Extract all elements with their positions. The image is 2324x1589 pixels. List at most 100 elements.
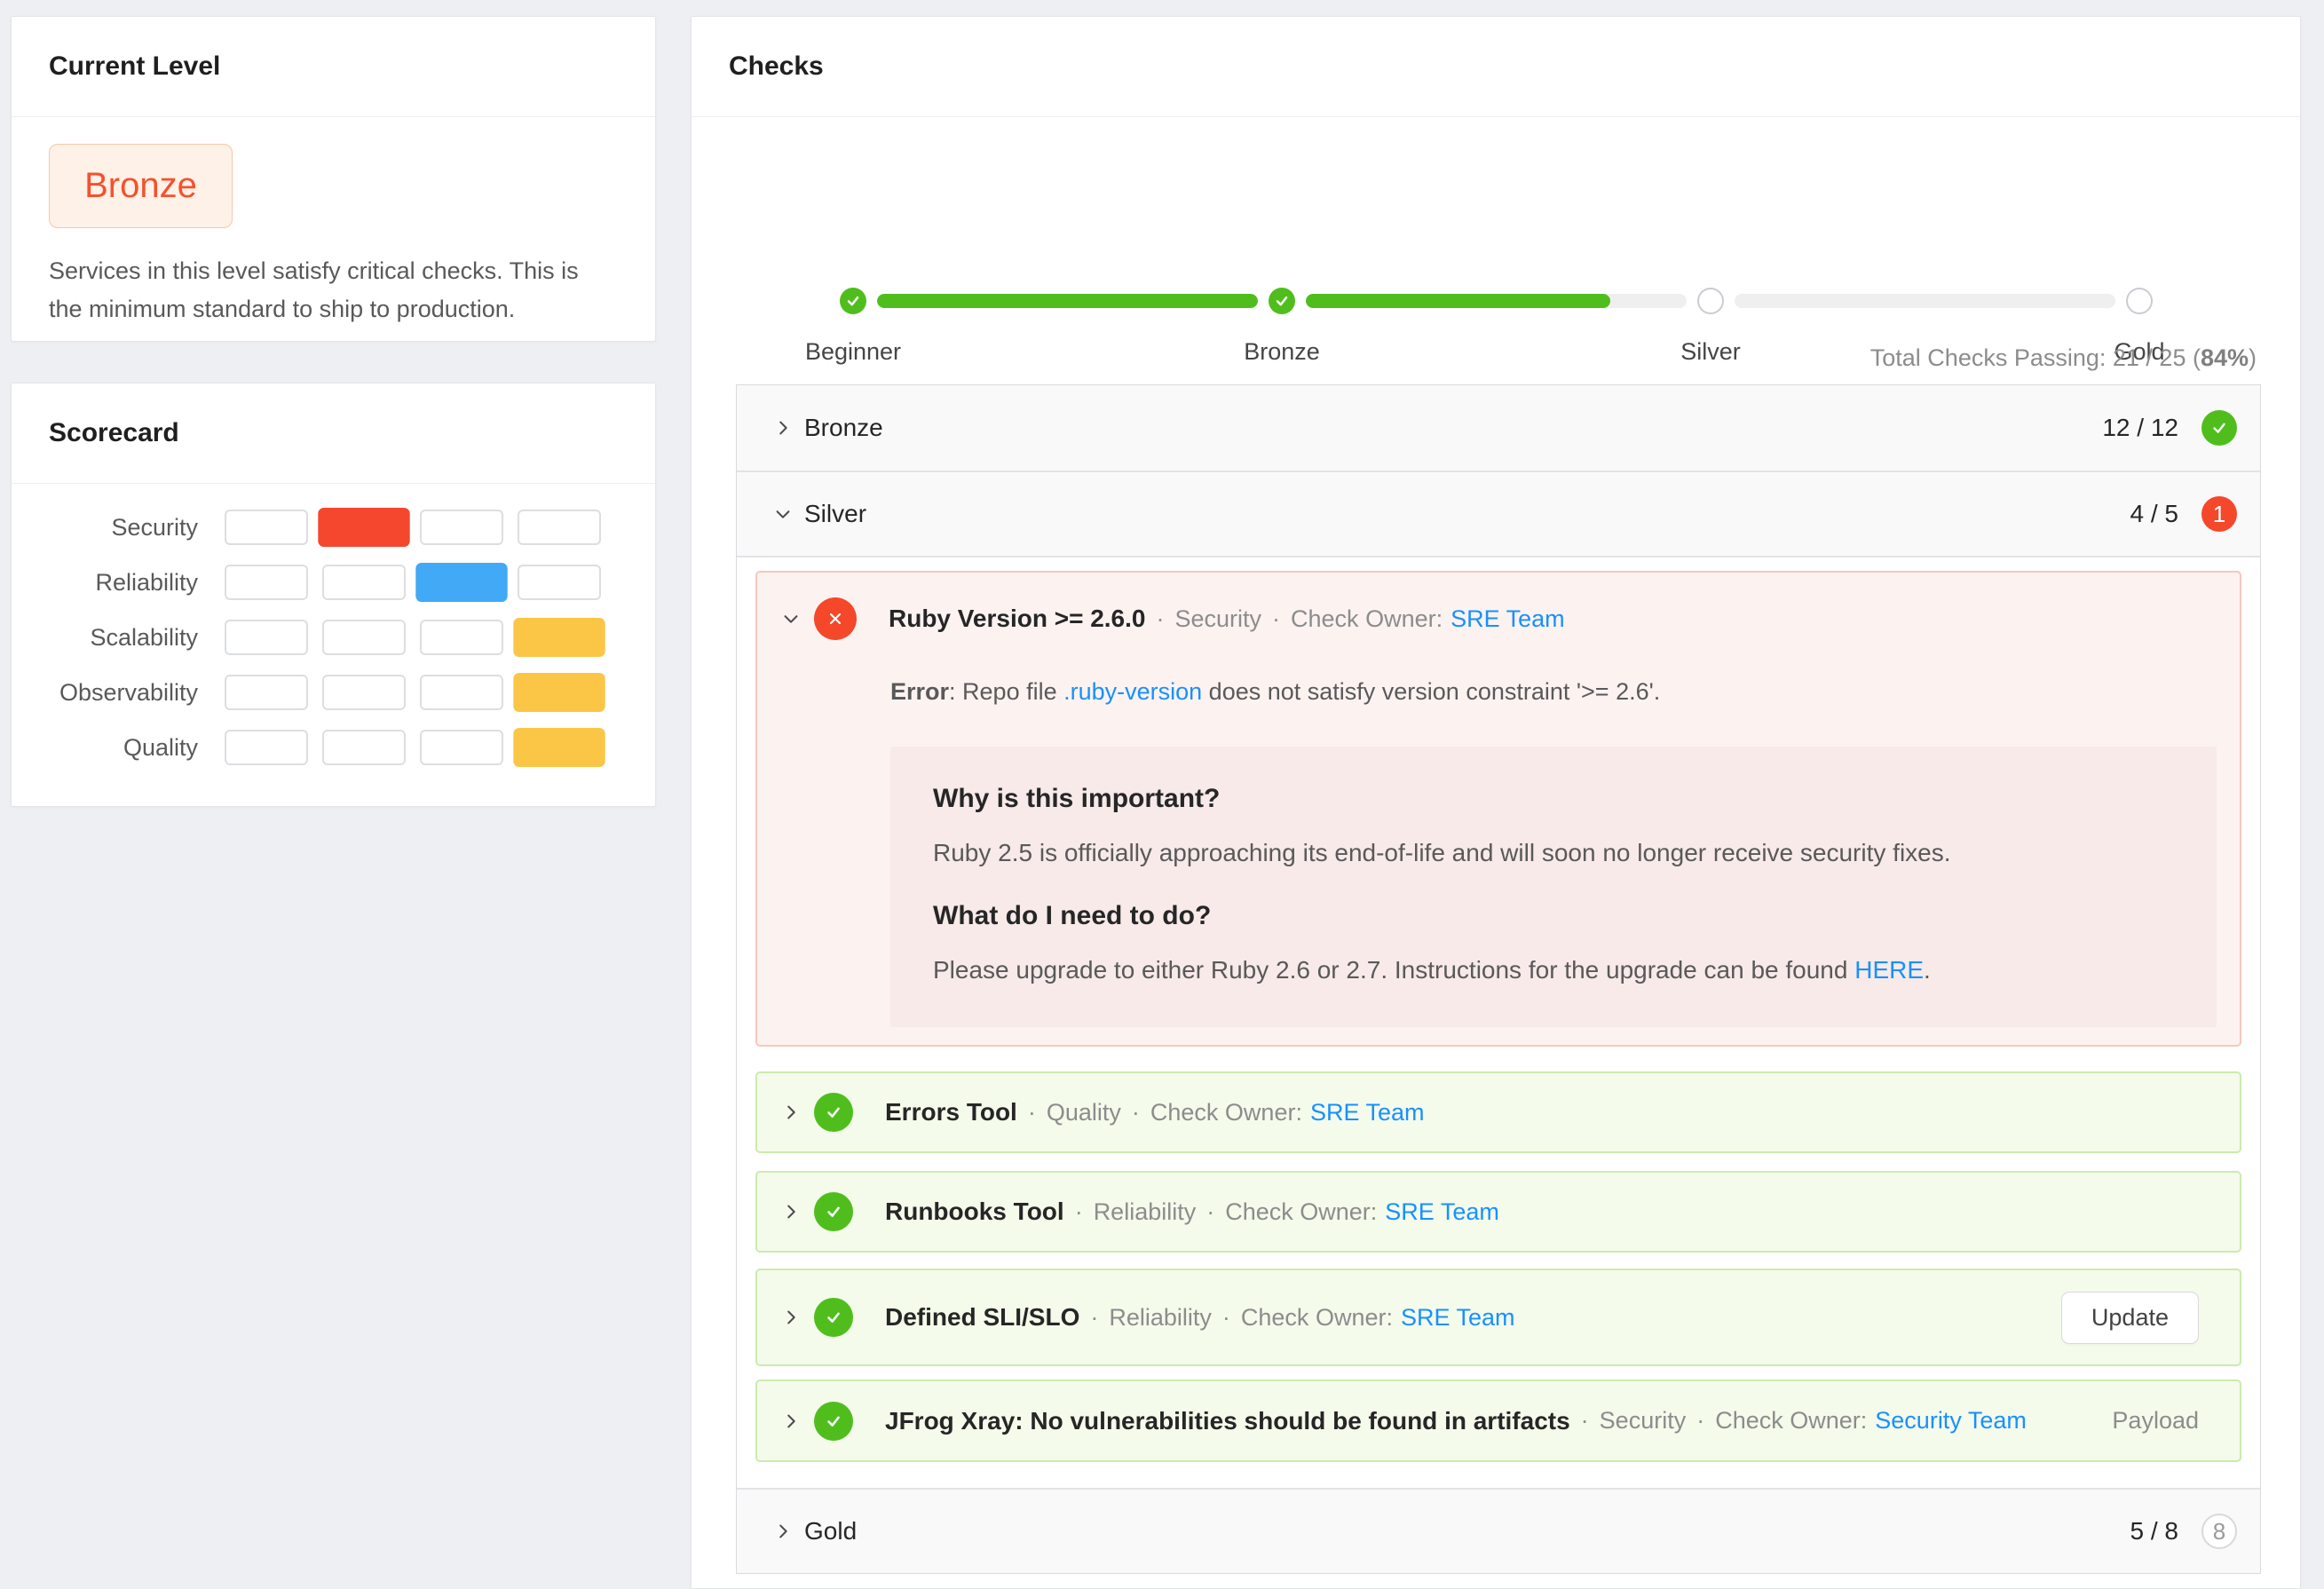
check-card-ruby-version: Ruby Version >= 2.6.0 · Security · Check Ow… [755, 571, 2241, 1047]
check-owner-link[interactable]: SRE Team [1385, 1198, 1499, 1225]
update-button[interactable]: Update [2060, 1291, 2199, 1344]
scorecard-cell [225, 620, 308, 655]
section-count: 4 / 5 [2130, 500, 2178, 527]
dot-separator: · [1272, 605, 1281, 632]
chevron-right-icon[interactable] [780, 1411, 802, 1432]
step-incomplete-icon [2126, 288, 2153, 314]
error-file-link[interactable]: .ruby-version [1063, 678, 1203, 705]
chevron-down-icon[interactable] [772, 503, 794, 525]
scorecard-cell-filled [318, 508, 410, 547]
scorecard-row-observability: Observability [51, 665, 618, 720]
check-owner-link[interactable]: SRE Team [1309, 1098, 1425, 1126]
details-text: Please upgrade to either Ruby 2.6 or 2.7… [933, 956, 1855, 984]
scorecard-row-label: Security [111, 513, 198, 541]
chevron-right-icon[interactable] [780, 1307, 802, 1328]
section-header-silver[interactable]: Silver 4 / 5 1 [737, 470, 2260, 556]
details-paragraph: Please upgrade to either Ruby 2.6 or 2.7… [933, 953, 2174, 988]
chevron-right-icon[interactable] [772, 1521, 794, 1542]
current-level-card: Current Level Bronze Services in this le… [11, 16, 656, 342]
step-bar-beginner [877, 294, 1258, 308]
details-heading: What do I need to do? [933, 901, 1212, 930]
scorecard-cell [322, 620, 406, 655]
check-row[interactable]: Defined SLI/SLO · Reliability · Check Owner… [757, 1270, 2240, 1364]
check-title: Ruby Version >= 2.6.0 [889, 605, 1146, 632]
check-owner-link[interactable]: SRE Team [1400, 1303, 1515, 1331]
check-row[interactable]: Ruby Version >= 2.6.0 · Security · Check Ow… [757, 573, 2240, 665]
step-label-gold: Gold [2114, 338, 2165, 365]
step-bar-fill [877, 294, 1258, 308]
check-title: Errors Tool [885, 1098, 1017, 1126]
check-icon [847, 296, 859, 306]
check-card-jfrog-xray: JFrog Xray: No vulnerabilities should be… [755, 1380, 2241, 1462]
check-row[interactable]: Errors Tool · Quality · Check Owner: SRE Tea… [757, 1073, 2240, 1151]
instructions-link[interactable]: HERE [1854, 956, 1925, 984]
pass-status-icon [814, 1192, 853, 1231]
scorecard-cell [518, 565, 601, 600]
check-error-message: Error: Repo file .ruby-version does not … [890, 677, 2240, 706]
check-details-box: Why is this important? Ruby 2.5 is offic… [890, 747, 2217, 1027]
check-category: Reliability [1093, 1198, 1197, 1225]
check-category: Security [1599, 1407, 1687, 1434]
section-fail-badge: 1 [2201, 496, 2237, 532]
scorecard-card: Scorecard Security Reliability Scalabili… [11, 383, 656, 807]
check-meta: · Security · Check Owner: SRE Team [1145, 605, 1564, 633]
current-level-title: Current Level [12, 17, 655, 117]
check-icon [827, 1206, 840, 1217]
check-row[interactable]: Runbooks Tool · Reliability · Check Owner: S… [757, 1173, 2240, 1251]
check-title: JFrog Xray: No vulnerabilities should be… [885, 1406, 1570, 1435]
section-count: 12 / 12 [2102, 414, 2178, 441]
chevron-right-icon[interactable] [780, 1201, 802, 1222]
check-row[interactable]: JFrog Xray: No vulnerabilities should be… [757, 1381, 2240, 1460]
scorecard-row-scalability: Scalability [51, 610, 618, 665]
scorecard-cell [322, 675, 406, 710]
chevron-right-icon[interactable] [772, 417, 794, 439]
scorecard-row-label: Quality [123, 733, 198, 761]
check-owner-label: Check Owner: [1715, 1407, 1868, 1434]
scorecard-cell [420, 730, 503, 765]
dot-separator: · [1696, 1407, 1705, 1434]
check-owner-label: Check Owner: [1240, 1303, 1393, 1331]
total-checks-prefix: Total Checks Passing: 21 / 25 ( [1869, 344, 2201, 371]
scorecard-row-security: Security [51, 500, 618, 555]
step-bar-bronze [1306, 294, 1687, 308]
section-neutral-badge: 8 [2201, 1514, 2237, 1549]
step-label-beginner: Beginner [804, 338, 902, 365]
section-header-gold[interactable]: Gold 5 / 8 8 [737, 1488, 2260, 1573]
dot-separator: · [1156, 605, 1165, 632]
section-name: Bronze [804, 414, 883, 441]
scorecard-cell [420, 510, 503, 545]
check-category: Quality [1046, 1098, 1121, 1126]
scorecard-row-label: Reliability [95, 568, 198, 596]
check-title: Runbooks Tool [885, 1198, 1064, 1225]
check-meta: · Reliability · Check Owner: SRE Team [1079, 1304, 1514, 1332]
check-owner-label: Check Owner: [1150, 1098, 1302, 1126]
checks-card: Checks Beginner Bronze Silver Gold Total… [691, 16, 2301, 1589]
scorecard-row-reliability: Reliability [51, 555, 618, 610]
total-checks-percent: 84% [2200, 344, 2249, 371]
total-checks-summary: Total Checks Passing: 21 / 25 (84%) [1870, 344, 2257, 372]
checks-title: Checks [692, 17, 2300, 117]
section-header-bronze[interactable]: Bronze 12 / 12 [737, 385, 2260, 470]
fail-status-icon [814, 597, 857, 640]
pass-status-icon [814, 1093, 853, 1132]
scorecard-cell [518, 510, 601, 545]
check-owner-link[interactable]: SRE Team [1451, 605, 1565, 632]
check-icon [827, 1107, 840, 1118]
error-label: Error [890, 678, 950, 705]
scorecard-cell-filled [415, 563, 508, 602]
check-owner-link[interactable]: Security Team [1875, 1407, 2027, 1434]
check-owner-label: Check Owner: [1291, 605, 1443, 632]
level-progress-stepper: Beginner Bronze Silver Gold [692, 117, 2300, 365]
dot-separator: · [1206, 1198, 1215, 1225]
chevron-right-icon[interactable] [780, 1102, 802, 1123]
dot-separator: · [1074, 1198, 1083, 1225]
chevron-down-icon[interactable] [780, 608, 802, 629]
scorecard-row-label: Observability [59, 678, 198, 706]
scorecard-cell-filled [513, 618, 605, 657]
scorecard-cell [225, 730, 308, 765]
details-heading: Why is this important? [933, 784, 1221, 813]
payload-link[interactable]: Payload [2112, 1407, 2199, 1434]
pass-status-icon [814, 1298, 853, 1337]
check-category: Reliability [1109, 1303, 1212, 1331]
scorecard-cell [225, 675, 308, 710]
